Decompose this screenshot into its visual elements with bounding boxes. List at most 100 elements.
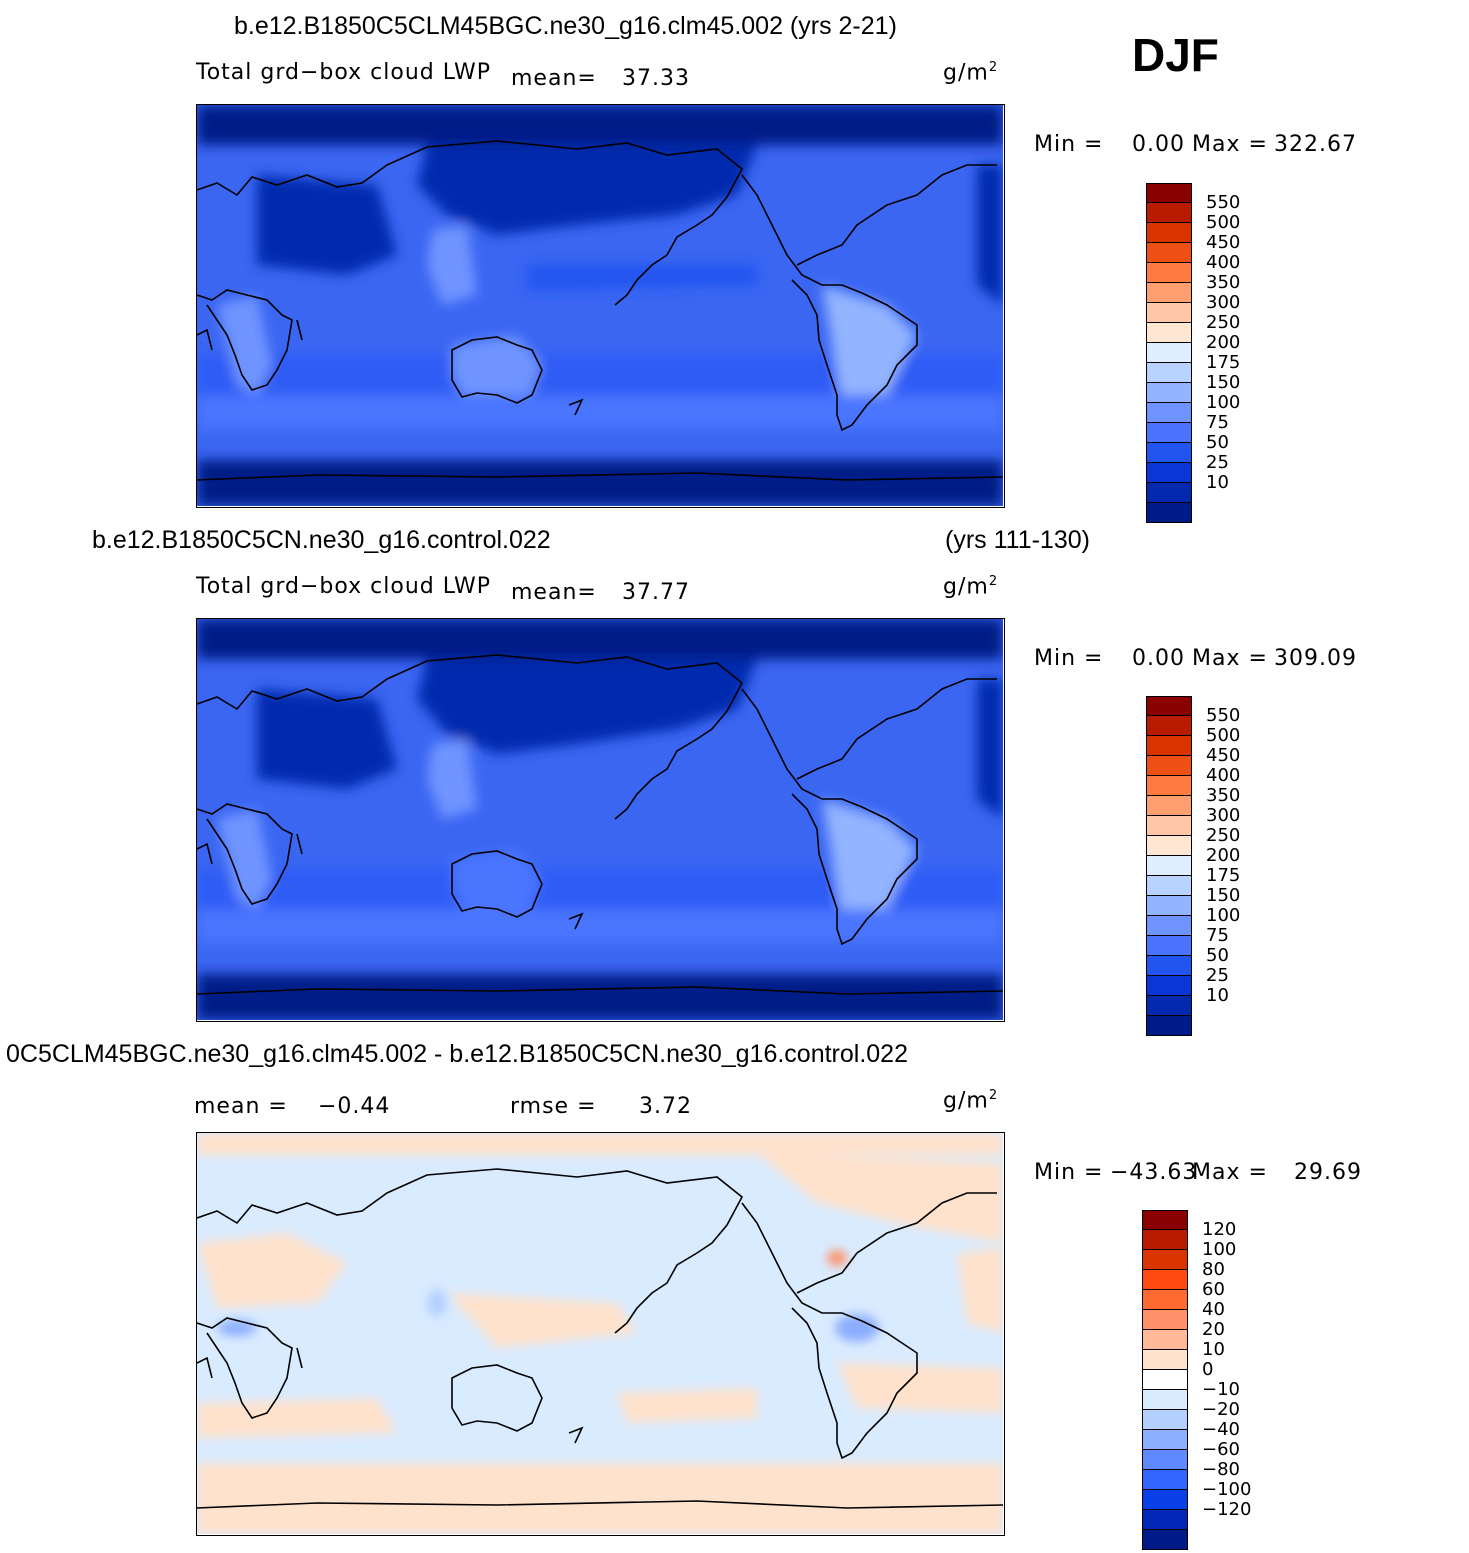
colorbar-swatch [1142,1510,1188,1530]
min-label: Min = [1034,132,1104,157]
max-label: Max = [1192,646,1268,671]
colorbar-swatch [1146,203,1192,223]
colorbar-swatch [1146,916,1192,936]
colorbar-tick-label: 100 [1206,905,1241,926]
colorbar-tick-label: 450 [1206,745,1241,766]
mean-label: mean= [511,580,597,605]
colorbar-swatch [1146,936,1192,956]
colorbar-swatch [1146,896,1192,916]
colorbar-swatch [1146,223,1192,243]
colorbar-tick-label: 50 [1206,945,1229,966]
colorbar-swatch [1146,696,1192,716]
mean-value: 37.33 [622,66,690,91]
colorbar-swatch [1146,183,1192,203]
colorbar-tick-label: −120 [1202,1499,1252,1520]
colorbar-swatch [1142,1350,1188,1370]
colorbar-swatch [1146,463,1192,483]
colorbar-swatch [1146,736,1192,756]
colorbar-tick-label: 200 [1206,332,1241,353]
min-value: 0.00 [1132,132,1185,157]
colorbar-swatch [1146,383,1192,403]
lwp-contour-map [197,619,1003,1020]
colorbar-frame [1142,1210,1188,1550]
colorbar-tick-label: −100 [1202,1479,1252,1500]
colorbar-swatch [1146,976,1192,996]
colorbar-swatch [1142,1450,1188,1470]
colorbar-swatch [1146,243,1192,263]
colorbar-tick-label: 25 [1206,965,1229,986]
colorbar-swatch [1142,1290,1188,1310]
colorbar-swatch [1146,796,1192,816]
colorbar-tick-label: 300 [1206,292,1241,313]
colorbar-tick-label: 75 [1206,412,1229,433]
panel-title: b.e12.B1850C5CN.ne30_g16.control.022 [92,526,551,554]
colorbar-swatch [1142,1370,1188,1390]
colorbar-swatch [1146,283,1192,303]
units-label: g/m2 [943,574,999,600]
variable-label: Total grd−box cloud LWP [196,574,491,599]
colorbar-swatch [1146,756,1192,776]
colorbar-swatch [1146,716,1192,736]
colorbar-tick-label: 75 [1206,925,1229,946]
coastlines [197,654,1003,995]
colorbar-swatch [1142,1490,1188,1510]
colorbar-tick-label: 10 [1206,472,1229,493]
coastlines [197,1168,1003,1509]
min-value: −43.63 [1110,1160,1198,1185]
colorbar-tick-label: 250 [1206,312,1241,333]
colorbar-swatch [1142,1210,1188,1230]
colorbar-swatch [1142,1390,1188,1410]
colorbar-frame [1146,183,1192,523]
colorbar-swatch [1146,303,1192,323]
colorbar-tick-label: 450 [1206,232,1241,253]
colorbar-tick-label: 100 [1202,1239,1237,1260]
colorbar-tick-label: 100 [1206,392,1241,413]
colorbar-tick-label: 120 [1202,1219,1237,1240]
colorbar-tick-label: 500 [1206,725,1241,746]
panel-title: b.e12.B1850C5CLM45BGC.ne30_g16.clm45.002… [234,12,897,40]
colorbar-tick-label: −80 [1202,1459,1240,1480]
coastlines [197,140,1003,481]
colorbar-frame [1146,696,1192,1036]
colorbar-tick-label: 40 [1202,1299,1225,1320]
colorbar-swatch [1146,836,1192,856]
mean-value: 37.77 [622,580,690,605]
colorbar-tick-label: −60 [1202,1439,1240,1460]
mean-label: mean = [194,1094,288,1119]
colorbar-tick-label: 60 [1202,1279,1225,1300]
lwp-difference-map [197,1133,1003,1534]
colorbar-swatch [1146,363,1192,383]
colorbar-swatch [1142,1270,1188,1290]
colorbar-swatch [1142,1250,1188,1270]
colorbar-tick-label: 400 [1206,252,1241,273]
mean-label: mean= [511,66,597,91]
colorbar-tick-label: 350 [1206,785,1241,806]
colorbar-tick-label: 400 [1206,765,1241,786]
min-label: Min = [1034,646,1104,671]
colorbar-tick-label: 150 [1206,885,1241,906]
colorbar-tick-label: 200 [1206,845,1241,866]
colorbar-tick-label: 10 [1206,985,1229,1006]
colorbar-tick-label: 10 [1202,1339,1225,1360]
min-value: 0.00 [1132,646,1185,671]
colorbar-swatch [1146,956,1192,976]
max-label: Max = [1192,132,1268,157]
colorbar-swatch [1146,263,1192,283]
max-value: 29.69 [1294,1160,1362,1185]
colorbar-tick-label: 25 [1206,452,1229,473]
min-label: Min = [1034,1160,1104,1185]
colorbar-tick-label: 550 [1206,705,1241,726]
max-label: Max = [1192,1160,1268,1185]
colorbar-swatch [1146,443,1192,463]
colorbar-tick-label: 175 [1206,865,1241,886]
colorbar-tick-label: −20 [1202,1399,1240,1420]
colorbar-swatch [1146,816,1192,836]
colorbar-tick-label: 175 [1206,352,1241,373]
max-value: 322.67 [1274,132,1357,157]
lwp-contour-map [197,105,1003,506]
colorbar-swatch [1146,776,1192,796]
colorbar-swatch [1142,1310,1188,1330]
max-value: 309.09 [1274,646,1357,671]
colorbar-tick-label: 150 [1206,372,1241,393]
panel-title: 0C5CLM45BGC.ne30_g16.clm45.002 - b.e12.B… [6,1040,908,1068]
